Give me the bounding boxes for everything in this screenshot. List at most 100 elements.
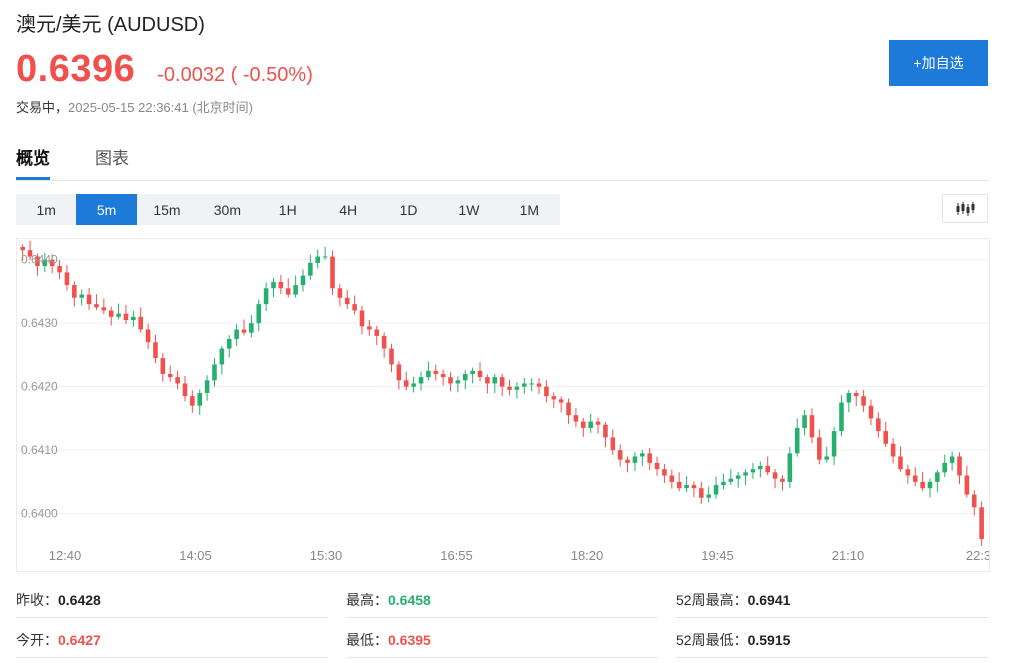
candle-body bbox=[367, 326, 372, 330]
candle-body bbox=[337, 288, 343, 298]
candle-body bbox=[167, 373, 173, 378]
candle-body bbox=[42, 259, 48, 267]
candle-body bbox=[182, 383, 188, 397]
candle-body bbox=[241, 329, 247, 333]
candle-body bbox=[477, 370, 483, 378]
y-tick-label: 0.6440 bbox=[21, 253, 58, 267]
candle-body bbox=[86, 294, 92, 305]
candle-body bbox=[411, 383, 416, 387]
price-row: 0.6396 -0.0032 ( -0.50%) bbox=[16, 48, 313, 91]
candle-body bbox=[787, 453, 793, 482]
candle-body bbox=[485, 377, 490, 384]
candle-body bbox=[160, 358, 166, 374]
trade-status: 交易中， bbox=[16, 100, 69, 115]
price-change: -0.0032 ( -0.50%) bbox=[157, 64, 313, 86]
candle-body bbox=[728, 478, 734, 482]
candle-body bbox=[204, 380, 210, 393]
y-tick-label: 0.6420 bbox=[21, 380, 58, 394]
candle-body bbox=[949, 456, 955, 463]
candle-body bbox=[20, 247, 25, 251]
stat-open: 今开： 0.6427 bbox=[16, 622, 328, 658]
candle-body bbox=[145, 329, 151, 343]
candle-body bbox=[566, 402, 571, 416]
period-15m[interactable]: 15m bbox=[153, 201, 181, 218]
w52-high-value: 0.6941 bbox=[747, 591, 791, 608]
candle-body bbox=[912, 475, 918, 482]
candle-body bbox=[713, 485, 719, 495]
candle-body bbox=[706, 494, 711, 498]
candle-body bbox=[824, 456, 830, 460]
tab-bar: 概览 图表 bbox=[16, 144, 988, 181]
candle-body bbox=[308, 262, 313, 276]
candle-body bbox=[536, 383, 542, 387]
candle-body bbox=[256, 304, 262, 324]
candle-body bbox=[381, 335, 387, 349]
candle-body bbox=[957, 456, 962, 476]
period-30m[interactable]: 30m bbox=[213, 201, 241, 218]
candle-body bbox=[521, 383, 527, 387]
candle-body bbox=[374, 329, 380, 336]
period-4h[interactable]: 4H bbox=[339, 201, 358, 218]
candle-body bbox=[219, 348, 225, 365]
open-value: 0.6427 bbox=[58, 631, 101, 648]
candle-body bbox=[772, 472, 778, 479]
candle-body bbox=[971, 494, 977, 508]
tab-chart[interactable]: 图表 bbox=[95, 149, 129, 168]
candle-body bbox=[802, 415, 807, 428]
candle-body bbox=[721, 481, 726, 486]
candle-body bbox=[249, 323, 254, 333]
candle-body bbox=[514, 386, 520, 390]
candle-body bbox=[699, 488, 704, 498]
candle-body bbox=[285, 288, 291, 295]
period-1mo[interactable]: 1M bbox=[519, 201, 540, 218]
w52-low-value: 0.5915 bbox=[747, 631, 791, 648]
candle-body bbox=[898, 456, 903, 470]
candle-body bbox=[499, 377, 505, 387]
period-1h[interactable]: 1H bbox=[278, 201, 297, 218]
tab-overview[interactable]: 概览 bbox=[16, 144, 50, 180]
candle-body bbox=[669, 475, 675, 482]
candle-body bbox=[640, 453, 645, 457]
prev-close-value: 0.6428 bbox=[58, 591, 101, 608]
candle-body bbox=[846, 393, 852, 403]
x-tick-label: 19:45 bbox=[701, 548, 734, 563]
candle-body bbox=[573, 415, 579, 422]
candle-body bbox=[507, 386, 512, 390]
candle-body bbox=[868, 405, 874, 419]
candle-body bbox=[603, 424, 608, 438]
period-5m[interactable]: 5m bbox=[76, 194, 137, 225]
x-tick-label: 15:30 bbox=[310, 548, 343, 563]
candle-body bbox=[462, 373, 468, 381]
candle-body bbox=[57, 266, 62, 273]
candle-body bbox=[625, 459, 630, 463]
candle-body bbox=[226, 339, 232, 349]
candle-body bbox=[116, 313, 121, 317]
candle-body bbox=[817, 437, 822, 460]
price-chart[interactable]: 0.6440 0.6430 0.6420 0.6410 0.6400 12:40 14:05… bbox=[16, 238, 990, 572]
candle-body bbox=[684, 485, 689, 489]
candle-body bbox=[691, 485, 697, 489]
candle-body bbox=[647, 453, 652, 463]
candle-body bbox=[861, 396, 866, 406]
period-1m[interactable]: 1m bbox=[36, 201, 56, 218]
candle-body bbox=[344, 297, 350, 305]
candle-body bbox=[765, 466, 770, 473]
candle-body bbox=[433, 370, 439, 374]
candle-body bbox=[234, 329, 239, 340]
candle-body bbox=[750, 469, 756, 473]
candle-body bbox=[455, 380, 461, 384]
candle-body bbox=[979, 507, 984, 539]
period-1w[interactable]: 1W bbox=[458, 201, 480, 218]
chart-type-button[interactable] bbox=[942, 194, 988, 223]
candle-body bbox=[396, 364, 402, 381]
period-1d[interactable]: 1D bbox=[399, 201, 418, 218]
candle-body bbox=[794, 427, 800, 454]
candle-body bbox=[72, 285, 77, 298]
candle-body bbox=[654, 462, 660, 470]
x-tick-label: 22:3 bbox=[966, 548, 990, 563]
add-to-watchlist-button[interactable]: +加自选 bbox=[889, 40, 988, 86]
candle-body bbox=[197, 393, 203, 406]
x-tick-label: 12:40 bbox=[49, 548, 82, 563]
candle-body bbox=[544, 386, 549, 397]
x-tick-label: 16:55 bbox=[440, 548, 473, 563]
